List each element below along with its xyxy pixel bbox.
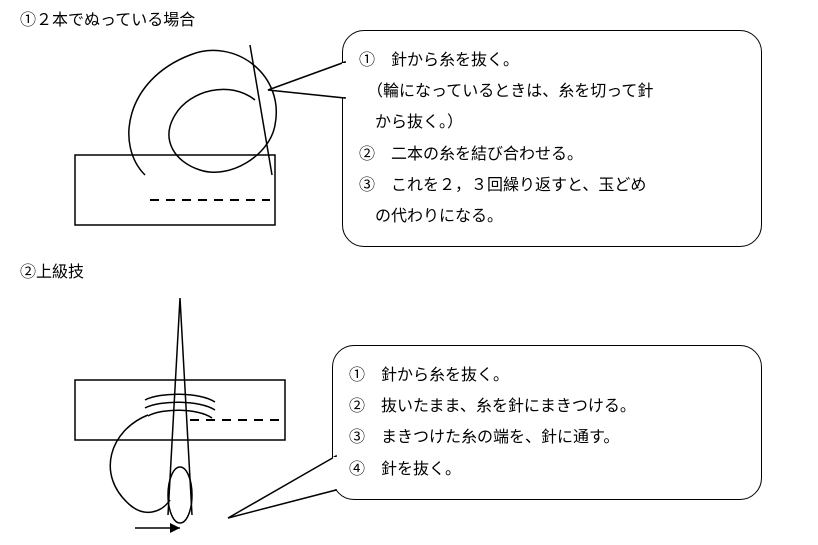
bubble1-line6: の代わりになる。 bbox=[359, 201, 745, 232]
bubble1-line5: ③ これを２，３回繰り返すと、玉どめ bbox=[359, 170, 745, 201]
needle-body-2 bbox=[168, 298, 192, 515]
bubble1-line1: ① 針から糸を抜く。 bbox=[359, 45, 745, 76]
speech-bubble-1: ① 針から糸を抜く。 （輪になっているときは、糸を切って針 から抜く。） ② 二… bbox=[342, 30, 762, 247]
thread-wrap-2 bbox=[145, 394, 215, 418]
bubble2-line3: ③ まきつけた糸の端を、針に通す。 bbox=[349, 422, 745, 453]
bubble1-line4: ② 二本の糸を結び合わせる。 bbox=[359, 139, 745, 170]
bubble1-tail bbox=[260, 50, 360, 120]
bubble2-line2: ② 抜いたまま、糸を針にまきつける。 bbox=[349, 391, 745, 422]
heading-2: ②上級技 bbox=[20, 258, 84, 282]
bubble2-tail bbox=[220, 450, 350, 530]
bubble1-line3: から抜く。） bbox=[359, 107, 745, 138]
arrow-head bbox=[170, 523, 180, 533]
thread-tail-2 bbox=[110, 415, 170, 512]
bubble1-line2: （輪になっているときは、糸を切って針 bbox=[359, 76, 745, 107]
needle-eye-2 bbox=[168, 467, 192, 523]
bubble2-line1: ① 針から糸を抜く。 bbox=[349, 360, 745, 391]
speech-bubble-2: ① 針から糸を抜く。 ② 抜いたまま、糸を針にまきつける。 ③ まきつけた糸の端… bbox=[332, 345, 762, 500]
fabric-rect-1 bbox=[75, 155, 275, 225]
bubble2-line4: ④ 針を抜く。 bbox=[349, 454, 745, 485]
